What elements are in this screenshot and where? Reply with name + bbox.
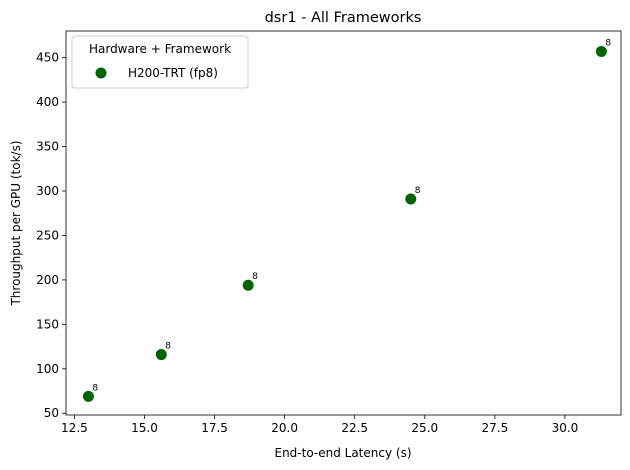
y-tick-label: 100 (36, 362, 59, 376)
y-tick-label: 150 (36, 317, 59, 331)
x-tick-label: 15.0 (131, 421, 158, 435)
data-point-label: 8 (415, 186, 421, 196)
y-tick-label: 200 (36, 273, 59, 287)
data-point (242, 279, 254, 291)
y-tick-label: 300 (36, 184, 59, 198)
y-axis-label: Throughput per GPU (tok/s) (9, 140, 23, 306)
plot-area (65, 30, 622, 416)
data-point (595, 45, 607, 57)
legend-marker (95, 67, 107, 79)
legend-entry-label: H200-TRT (fp8) (128, 66, 218, 80)
legend-box (71, 35, 249, 89)
x-tick-label: 12.5 (61, 421, 88, 435)
x-tick-label: 22.5 (341, 421, 368, 435)
y-tick-label: 400 (36, 95, 59, 109)
chart-title: dsr1 - All Frameworks (265, 10, 422, 26)
legend-title: Hardware + Framework (89, 42, 231, 56)
x-tick-label: 25.0 (411, 421, 438, 435)
data-point-label: 8 (605, 38, 611, 48)
data-points: 8 8 8 8 8 (82, 38, 611, 402)
legend: Hardware + Framework H200-TRT (fp8) (71, 35, 249, 89)
y-tick-label: 350 (36, 140, 59, 154)
x-tick-label: 30.0 (552, 421, 579, 435)
x-axis-label: End-to-end Latency (s) (274, 446, 411, 460)
y-tick-label: 50 (44, 406, 59, 420)
x-tick-label: 20.0 (271, 421, 298, 435)
x-tick-label: 17.5 (201, 421, 228, 435)
data-point-label: 8 (252, 272, 258, 282)
y-tick-label: 450 (36, 51, 59, 65)
data-point (155, 349, 167, 361)
y-tick-label: 250 (36, 228, 59, 242)
x-axis-ticks: 12.5 15.0 17.5 20.0 22.5 25.0 27.5 30.0 (61, 415, 578, 435)
data-point (82, 390, 94, 402)
y-axis-ticks: 50 100 150 200 250 300 350 400 450 (36, 51, 66, 420)
data-point-label: 8 (92, 383, 98, 393)
x-tick-label: 27.5 (482, 421, 509, 435)
data-point (405, 193, 417, 205)
data-point-label: 8 (165, 342, 171, 352)
